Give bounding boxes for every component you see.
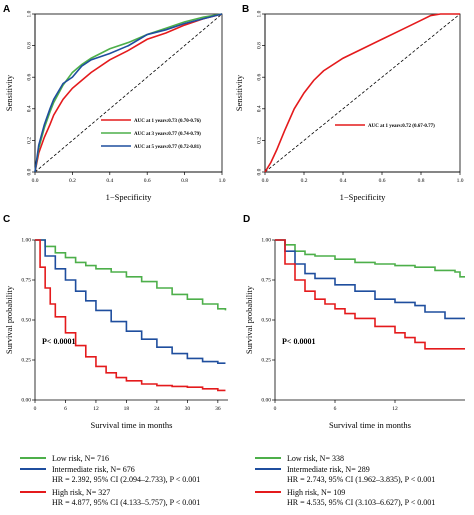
legend-d-low: Low risk, N= 338 xyxy=(287,454,344,463)
y-tick-label-b: 0.6 xyxy=(256,74,262,81)
legend-c-high-hr: HR = 4.877, 95% CI (4.133–5.757), P < 0.… xyxy=(52,498,200,507)
series-line-d-1 xyxy=(275,239,465,320)
x-tick-label-c: 30 xyxy=(185,406,191,412)
legend-label-a-0: AUC at 1 years:0.73 (0.70-0.76) xyxy=(134,119,201,124)
y-tick-label-b: 1.0 xyxy=(256,10,262,17)
x-tick-label-a: 1.0 xyxy=(219,178,226,184)
x-axis-label-b: 1−Specificity xyxy=(340,192,387,202)
legend-d-high-hr: HR = 4.535, 95% CI (3.103–6.627), P < 0.… xyxy=(287,498,435,507)
series-line-d-2 xyxy=(275,239,465,350)
y-axis-label-b: Sensitivity xyxy=(234,74,244,111)
y-tick-label-a: 0.4 xyxy=(26,105,32,112)
y-tick-label-b: 0.0 xyxy=(256,168,262,175)
y-tick-label-a: 0.8 xyxy=(26,42,32,49)
x-axis-label-a: 1−Specificity xyxy=(106,192,153,202)
x-tick-label-a: 0.6 xyxy=(144,178,151,184)
plot-frame-a xyxy=(34,13,223,173)
legend-c-high: High risk, N= 327 xyxy=(52,488,110,497)
legend-label-b-0: AUC at 1 years:0.72 (0.67-0.77) xyxy=(368,124,435,129)
x-tick-label-a: 0.0 xyxy=(32,178,39,184)
panel-letter-d: D xyxy=(243,214,250,225)
y-tick-label-c: 0.00 xyxy=(21,397,31,403)
y-tick-label-c: 0.75 xyxy=(21,277,31,283)
y-tick-label-c: 1.00 xyxy=(21,237,31,243)
x-axis-label-d: Survival time in months xyxy=(329,420,411,430)
x-tick-label-a: 0.2 xyxy=(69,178,76,184)
legend-d: Low risk, N= 338 Intermediate risk, N= 2… xyxy=(255,454,435,507)
series-line-a-1 xyxy=(34,13,223,173)
reference-diagonal-a xyxy=(34,13,223,173)
legend-d-intermediate-hr: HR = 2.743, 95% CI (1.962–3.835), P < 0.… xyxy=(287,475,435,484)
legend-label-a-1: AUC at 3 years:0.77 (0.74-0.79) xyxy=(134,132,201,137)
x-tick-label-b: 1.0 xyxy=(457,178,464,184)
x-tick-label-b: 0.4 xyxy=(340,178,347,184)
legend-c-intermediate: Intermediate risk, N= 676 xyxy=(52,465,135,474)
y-tick-label-b: 0.4 xyxy=(256,105,262,112)
y-tick-label-d: 0.00 xyxy=(261,397,271,403)
y-axis-label-d: Survival probability xyxy=(244,285,254,354)
y-tick-label-c: 0.25 xyxy=(21,357,31,363)
reference-diagonal-b xyxy=(264,13,461,173)
y-tick-label-d: 0.50 xyxy=(261,317,271,323)
y-tick-label-b: 0.8 xyxy=(256,42,262,49)
panel-letter-b: B xyxy=(242,4,249,15)
legend-c: Low risk, N= 716 Intermediate risk, N= 6… xyxy=(20,454,200,507)
x-tick-label-b: 0.2 xyxy=(301,178,308,184)
x-tick-label-d: 0 xyxy=(274,406,277,412)
x-tick-label-a: 0.4 xyxy=(106,178,113,184)
km-panel-c: 0 6 12 18 24 30 36 0.00 0.25 0.50 0.75 1.00 Survival… xyxy=(4,237,228,430)
series-line-c-0 xyxy=(35,239,227,311)
legend-c-low: Low risk, N= 716 xyxy=(52,454,109,463)
plot-frame-b xyxy=(264,13,461,173)
legend-c-intermediate-hr: HR = 2.392, 95% CI (2.094–2.733), P < 0.… xyxy=(52,475,200,484)
roc-panel-a: 0.0 0.2 0.4 0.6 0.8 1.0 0.0 0.2 0.4 0.6 0.8 1.0 1−Sp… xyxy=(4,10,226,202)
x-tick-label-d: 12 xyxy=(392,406,398,412)
x-tick-label-c: 0 xyxy=(34,406,37,412)
y-tick-label-a: 0.0 xyxy=(26,168,32,175)
x-axis-label-c: Survival time in months xyxy=(91,420,173,430)
panel-letter-c: C xyxy=(3,214,10,225)
series-line-a-2 xyxy=(34,13,223,173)
y-axis-label-c: Survival probability xyxy=(4,285,14,354)
p-value-annotation-c: P< 0.0001 xyxy=(42,337,75,346)
series-line-c-2 xyxy=(35,239,226,392)
series-line-d-0 xyxy=(275,239,465,278)
y-tick-label-a: 0.2 xyxy=(26,137,32,144)
x-tick-label-c: 24 xyxy=(154,406,160,412)
x-tick-label-c: 6 xyxy=(64,406,67,412)
series-line-b-0 xyxy=(264,13,460,173)
x-tick-label-c: 18 xyxy=(124,406,130,412)
y-axis-label-a: Sensitivity xyxy=(4,74,14,111)
legend-d-high: High risk, N= 109 xyxy=(287,488,345,497)
series-line-c-1 xyxy=(35,239,226,364)
y-tick-label-d: 1.00 xyxy=(261,237,271,243)
x-tick-label-d: 6 xyxy=(334,406,337,412)
x-tick-label-b: 0.0 xyxy=(262,178,269,184)
roc-panel-b: 0.0 0.2 0.4 0.6 0.8 1.0 0.0 0.2 0.4 0.6 0.8 1.0 1−Sp… xyxy=(234,10,464,202)
y-tick-label-c: 0.50 xyxy=(21,317,31,323)
series-line-a-0 xyxy=(34,13,223,173)
legend-label-a-2: AUC at 5 years:0.77 (0.72-0.81) xyxy=(134,145,201,150)
y-tick-label-d: 0.25 xyxy=(261,357,271,363)
km-panel-d: 0 6 12 0.00 0.25 0.50 0.75 1.00 Survival time in… xyxy=(244,237,465,430)
p-value-annotation-d: P< 0.0001 xyxy=(282,337,315,346)
y-tick-label-a: 0.6 xyxy=(26,74,32,81)
x-tick-label-c: 12 xyxy=(93,406,99,412)
x-tick-label-b: 0.8 xyxy=(418,178,425,184)
y-tick-label-d: 0.75 xyxy=(261,277,271,283)
x-tick-label-c: 36 xyxy=(215,406,221,412)
legend-d-intermediate: Intermediate risk, N= 289 xyxy=(287,465,370,474)
panel-letter-a: A xyxy=(3,4,10,15)
y-tick-label-b: 0.2 xyxy=(256,137,262,144)
x-tick-label-a: 0.8 xyxy=(181,178,188,184)
x-tick-label-b: 0.6 xyxy=(379,178,386,184)
y-tick-label-a: 1.0 xyxy=(26,10,32,17)
